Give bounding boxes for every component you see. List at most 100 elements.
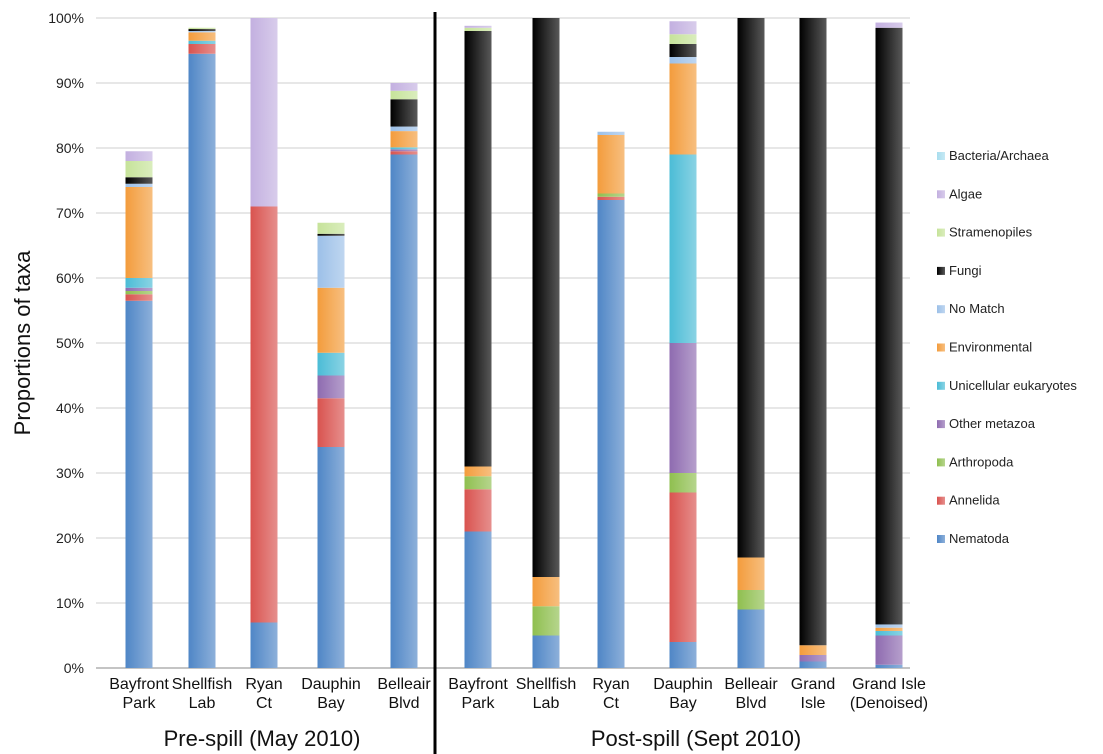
legend-entry: Annelida: [949, 493, 1000, 508]
x-category-label: Isle: [801, 695, 826, 712]
bar-segment-algae: [390, 83, 418, 91]
x-category-label: Lab: [189, 695, 216, 712]
legend-entry: Environmental: [949, 340, 1032, 355]
bar-segment-fungi: [390, 99, 418, 127]
group-label: Pre-spill (May 2010): [164, 726, 361, 751]
x-axis-labels: Bayfront Park Shellfish Lab Ryan Ct Dauphin Bay…: [109, 676, 928, 712]
bar-segment-arthropoda: [597, 193, 625, 197]
bar-segment-stramenopiles: [317, 222, 345, 234]
group-labels: Pre-spill (May 2010) Post-spill (Sept 201…: [164, 726, 802, 751]
bar-segment-environmental: [188, 32, 216, 41]
legend-swatch: [937, 228, 945, 237]
legend-swatch: [937, 420, 945, 429]
bar-segment-stramenopiles: [390, 90, 418, 100]
bar-segment-annelida: [125, 294, 153, 301]
bar-segment-algae: [875, 22, 903, 28]
legend-swatch: [937, 190, 945, 199]
x-category-label: Grand: [791, 676, 835, 693]
bar-segment-unicellular-eukaryotes: [125, 278, 153, 288]
bar-segment-nematoda: [669, 642, 697, 668]
legend-swatch: [937, 381, 945, 390]
y-tick-label: 30%: [56, 465, 84, 481]
x-category-label: Blvd: [735, 695, 766, 712]
legend-swatch: [937, 266, 945, 275]
x-category-label: Shellfish: [172, 676, 232, 693]
bar-segment-nematoda: [125, 300, 153, 668]
bar-segment-nematoda: [532, 635, 560, 668]
bar-segment-no-match: [188, 31, 216, 33]
x-category-label: Belleair: [724, 676, 778, 693]
y-tick-label: 20%: [56, 530, 84, 546]
x-category-label: Belleair: [377, 676, 431, 693]
bar-segment-fungi: [464, 31, 492, 467]
legend-entry: Nematoda: [949, 531, 1010, 546]
y-tick-label: 80%: [56, 140, 84, 156]
bar-segment-nematoda: [799, 661, 827, 668]
legend-swatch: [937, 535, 945, 543]
x-category-label: Dauphin: [653, 676, 713, 693]
x-category-label: Park: [462, 695, 496, 712]
legend-entry: Other metazoa: [949, 416, 1036, 431]
y-axis-title: Proportions of taxa: [10, 250, 35, 435]
bar-segment-annelida: [188, 44, 216, 54]
legend-entry: Arthropoda: [949, 454, 1014, 469]
bar-segment-stramenopiles: [669, 34, 697, 44]
x-category-label: Ct: [603, 695, 620, 712]
y-tick-label: 10%: [56, 595, 84, 611]
bar-segment-environmental: [597, 135, 625, 194]
bar-segment-arthropoda: [125, 291, 153, 295]
x-category-label: Ryan: [592, 676, 629, 693]
bar-segment-arthropoda: [737, 590, 765, 610]
bar-segment-nematoda: [390, 154, 418, 668]
bar-segment-unicellular-eukaryotes: [875, 630, 903, 636]
bar-segment-unicellular-eukaryotes: [188, 40, 216, 44]
bar-segment-no-match: [125, 183, 153, 187]
bar-segment-annelida: [597, 196, 625, 200]
y-tick-label: 60%: [56, 270, 84, 286]
bar-segment-algae: [250, 18, 278, 207]
x-category-label: (Denoised): [850, 695, 928, 712]
y-tick-label: 40%: [56, 400, 84, 416]
bar-segment-environmental: [390, 131, 418, 148]
bar-segment-environmental: [464, 466, 492, 477]
x-category-label: Grand Isle: [852, 676, 926, 693]
bar-segment-environmental: [532, 577, 560, 607]
bar-segment-nematoda: [737, 609, 765, 668]
bar-segment-no-match: [669, 57, 697, 64]
bar-segment-no-match: [317, 235, 345, 288]
bar-segment-no-match: [597, 131, 625, 135]
group-label: Post-spill (Sept 2010): [591, 726, 801, 751]
bars: [125, 18, 903, 668]
legend-swatch: [937, 458, 945, 467]
x-category-label: Lab: [533, 695, 560, 712]
legend-entry: Stramenopiles: [949, 225, 1033, 240]
bar-segment-nematoda: [188, 53, 216, 668]
x-category-label: Dauphin: [301, 676, 361, 693]
bar-segment-annelida: [317, 398, 345, 447]
bar-segment-nematoda: [464, 531, 492, 668]
bar-segment-environmental: [317, 287, 345, 353]
bar-segment-environmental: [125, 187, 153, 278]
x-category-label: Ryan: [245, 676, 282, 693]
bar-segment-other-metazoa: [390, 149, 418, 152]
y-tick-label: 70%: [56, 205, 84, 221]
bar-segment-other-metazoa: [875, 635, 903, 665]
x-category-label: Blvd: [388, 695, 419, 712]
legend-entry: Unicellular eukaryotes: [949, 378, 1077, 393]
y-tick-label: 90%: [56, 75, 84, 91]
bar-segment-annelida: [250, 206, 278, 623]
bar-segment-fungi: [317, 233, 345, 236]
x-category-label: Shellfish: [516, 676, 576, 693]
bar-segment-no-match: [875, 624, 903, 628]
x-category-label: Park: [123, 695, 157, 712]
bar-segment-fungi: [669, 44, 697, 57]
legend-entry: Fungi: [949, 263, 982, 278]
bar-segment-annelida: [464, 489, 492, 532]
bar-segment-environmental: [737, 557, 765, 590]
legend-swatch: [937, 496, 945, 505]
bar-segment-nematoda: [317, 447, 345, 668]
bar-segment-arthropoda: [464, 476, 492, 490]
bar-segment-no-match: [390, 126, 418, 132]
bar-segment-fungi: [737, 18, 765, 558]
legend-entry: Bacteria/Archaea: [949, 148, 1049, 163]
